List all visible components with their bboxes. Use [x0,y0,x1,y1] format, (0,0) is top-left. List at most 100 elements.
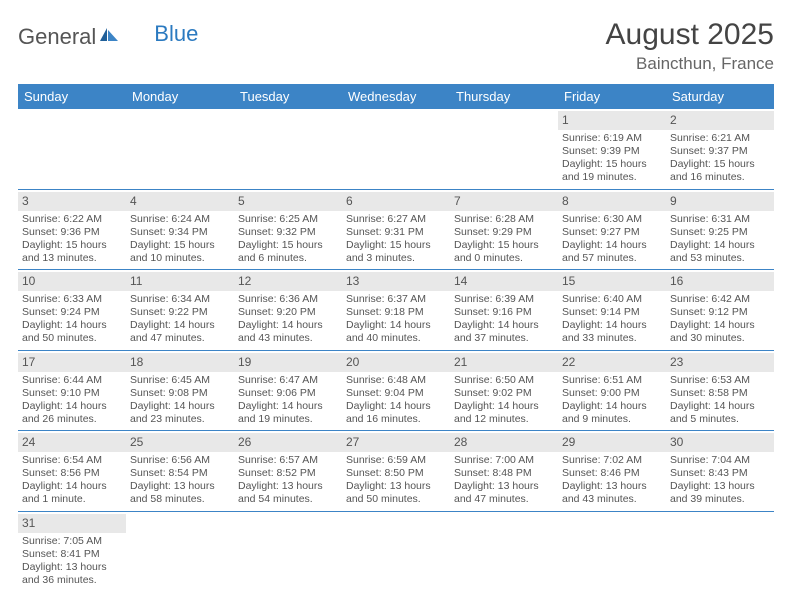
day-number: 20 [342,353,450,372]
col-thursday: Thursday [450,84,558,109]
sunset-text: Sunset: 9:04 PM [346,387,446,400]
col-saturday: Saturday [666,84,774,109]
sunset-text: Sunset: 9:18 PM [346,306,446,319]
sunset-text: Sunset: 9:27 PM [562,226,662,239]
calendar-cell: 18Sunrise: 6:45 AMSunset: 9:08 PMDayligh… [126,350,234,431]
col-sunday: Sunday [18,84,126,109]
brand-blue: Blue [154,21,198,47]
day-number: 16 [666,272,774,291]
sunrise-text: Sunrise: 6:53 AM [670,374,770,387]
day-number: 17 [18,353,126,372]
calendar-row: 24Sunrise: 6:54 AMSunset: 8:56 PMDayligh… [18,431,774,512]
calendar-cell-empty: . [234,109,342,189]
calendar-cell-empty: . [342,109,450,189]
daylight-text: Daylight: 13 hours and 39 minutes. [670,480,770,506]
sunrise-text: Sunrise: 6:22 AM [22,213,122,226]
sunset-text: Sunset: 8:50 PM [346,467,446,480]
calendar-cell: 4Sunrise: 6:24 AMSunset: 9:34 PMDaylight… [126,189,234,270]
sunrise-text: Sunrise: 6:42 AM [670,293,770,306]
sunrise-text: Sunrise: 7:02 AM [562,454,662,467]
day-number: 15 [558,272,666,291]
calendar-cell: 30Sunrise: 7:04 AMSunset: 8:43 PMDayligh… [666,431,774,512]
day-number: 23 [666,353,774,372]
calendar-cell-blank [342,511,450,593]
calendar-cell: 1Sunrise: 6:19 AMSunset: 9:39 PMDaylight… [558,109,666,189]
daylight-text: Daylight: 14 hours and 5 minutes. [670,400,770,426]
daylight-text: Daylight: 13 hours and 47 minutes. [454,480,554,506]
daylight-text: Daylight: 14 hours and 1 minute. [22,480,122,506]
day-number: 6 [342,192,450,211]
sunset-text: Sunset: 9:12 PM [670,306,770,319]
sunset-text: Sunset: 9:16 PM [454,306,554,319]
col-friday: Friday [558,84,666,109]
daylight-text: Daylight: 13 hours and 36 minutes. [22,561,122,587]
sunrise-text: Sunrise: 6:44 AM [22,374,122,387]
day-number: 1 [558,111,666,130]
sunrise-text: Sunrise: 6:24 AM [130,213,230,226]
page-header: General Blue August 2025 Baincthun, Fran… [18,18,774,74]
sunset-text: Sunset: 8:52 PM [238,467,338,480]
sunset-text: Sunset: 9:10 PM [22,387,122,400]
sunset-text: Sunset: 9:06 PM [238,387,338,400]
daylight-text: Daylight: 14 hours and 16 minutes. [346,400,446,426]
sunrise-text: Sunrise: 6:56 AM [130,454,230,467]
daylight-text: Daylight: 15 hours and 0 minutes. [454,239,554,265]
sunset-text: Sunset: 9:36 PM [22,226,122,239]
calendar-cell: 20 Sunrise: 6:48 AMSunset: 9:04 PMDayligh… [342,350,450,431]
daylight-text: Daylight: 14 hours and 33 minutes. [562,319,662,345]
calendar-cell: 12Sunrise: 6:36 AMSunset: 9:20 PMDayligh… [234,270,342,351]
day-number: 28 [450,433,558,452]
sunset-text: Sunset: 8:58 PM [670,387,770,400]
sunrise-text: Sunrise: 6:50 AM [454,374,554,387]
sunset-text: Sunset: 9:31 PM [346,226,446,239]
sunset-text: Sunset: 8:41 PM [22,548,122,561]
daylight-text: Daylight: 15 hours and 6 minutes. [238,239,338,265]
col-tuesday: Tuesday [234,84,342,109]
daylight-text: Daylight: 14 hours and 40 minutes. [346,319,446,345]
calendar-cell: 28Sunrise: 7:00 AMSunset: 8:48 PMDayligh… [450,431,558,512]
sunset-text: Sunset: 9:02 PM [454,387,554,400]
day-number: 21 [450,353,558,372]
daylight-text: Daylight: 14 hours and 53 minutes. [670,239,770,265]
day-number: 22 [558,353,666,372]
sunrise-text: Sunrise: 6:34 AM [130,293,230,306]
daylight-text: Daylight: 14 hours and 30 minutes. [670,319,770,345]
daylight-text: Daylight: 14 hours and 57 minutes. [562,239,662,265]
calendar-cell: 21Sunrise: 6:50 AMSunset: 9:02 PMDayligh… [450,350,558,431]
calendar-cell: 7Sunrise: 6:28 AMSunset: 9:29 PMDaylight… [450,189,558,270]
calendar-cell: 22Sunrise: 6:51 AMSunset: 9:00 PMDayligh… [558,350,666,431]
daylight-text: Daylight: 15 hours and 3 minutes. [346,239,446,265]
calendar-cell: 17 Sunrise: 6:44 AMSunset: 9:10 PMDayligh… [18,350,126,431]
daylight-text: Daylight: 14 hours and 23 minutes. [130,400,230,426]
calendar-cell: 24Sunrise: 6:54 AMSunset: 8:56 PMDayligh… [18,431,126,512]
sunrise-text: Sunrise: 7:05 AM [22,535,122,548]
calendar-cell-empty: . [450,109,558,189]
day-number: 30 [666,433,774,452]
calendar-cell-blank [666,511,774,593]
sunset-text: Sunset: 9:14 PM [562,306,662,319]
sunrise-text: Sunrise: 6:45 AM [130,374,230,387]
sunset-text: Sunset: 8:48 PM [454,467,554,480]
calendar-cell-blank [450,511,558,593]
sunset-text: Sunset: 8:46 PM [562,467,662,480]
calendar-cell: 8Sunrise: 6:30 AMSunset: 9:27 PMDaylight… [558,189,666,270]
calendar-cell: 26Sunrise: 6:57 AMSunset: 8:52 PMDayligh… [234,431,342,512]
location-label: Baincthun, France [606,54,774,74]
daylight-text: Daylight: 15 hours and 10 minutes. [130,239,230,265]
daylight-text: Daylight: 13 hours and 50 minutes. [346,480,446,506]
sunset-text: Sunset: 9:25 PM [670,226,770,239]
daylight-text: Daylight: 15 hours and 13 minutes. [22,239,122,265]
daylight-text: Daylight: 14 hours and 26 minutes. [22,400,122,426]
daylight-text: Daylight: 14 hours and 19 minutes. [238,400,338,426]
sunrise-text: Sunrise: 6:31 AM [670,213,770,226]
day-number: 9 [666,192,774,211]
daylight-text: Daylight: 15 hours and 16 minutes. [670,158,770,184]
sunrise-text: Sunrise: 6:48 AM [346,374,446,387]
calendar-cell: 31Sunrise: 7:05 AMSunset: 8:41 PMDayligh… [18,511,126,593]
sunset-text: Sunset: 8:54 PM [130,467,230,480]
day-number: 25 [126,433,234,452]
day-number: 3 [18,192,126,211]
calendar-cell: 11Sunrise: 6:34 AMSunset: 9:22 PMDayligh… [126,270,234,351]
sunset-text: Sunset: 9:08 PM [130,387,230,400]
day-number: 2 [666,111,774,130]
